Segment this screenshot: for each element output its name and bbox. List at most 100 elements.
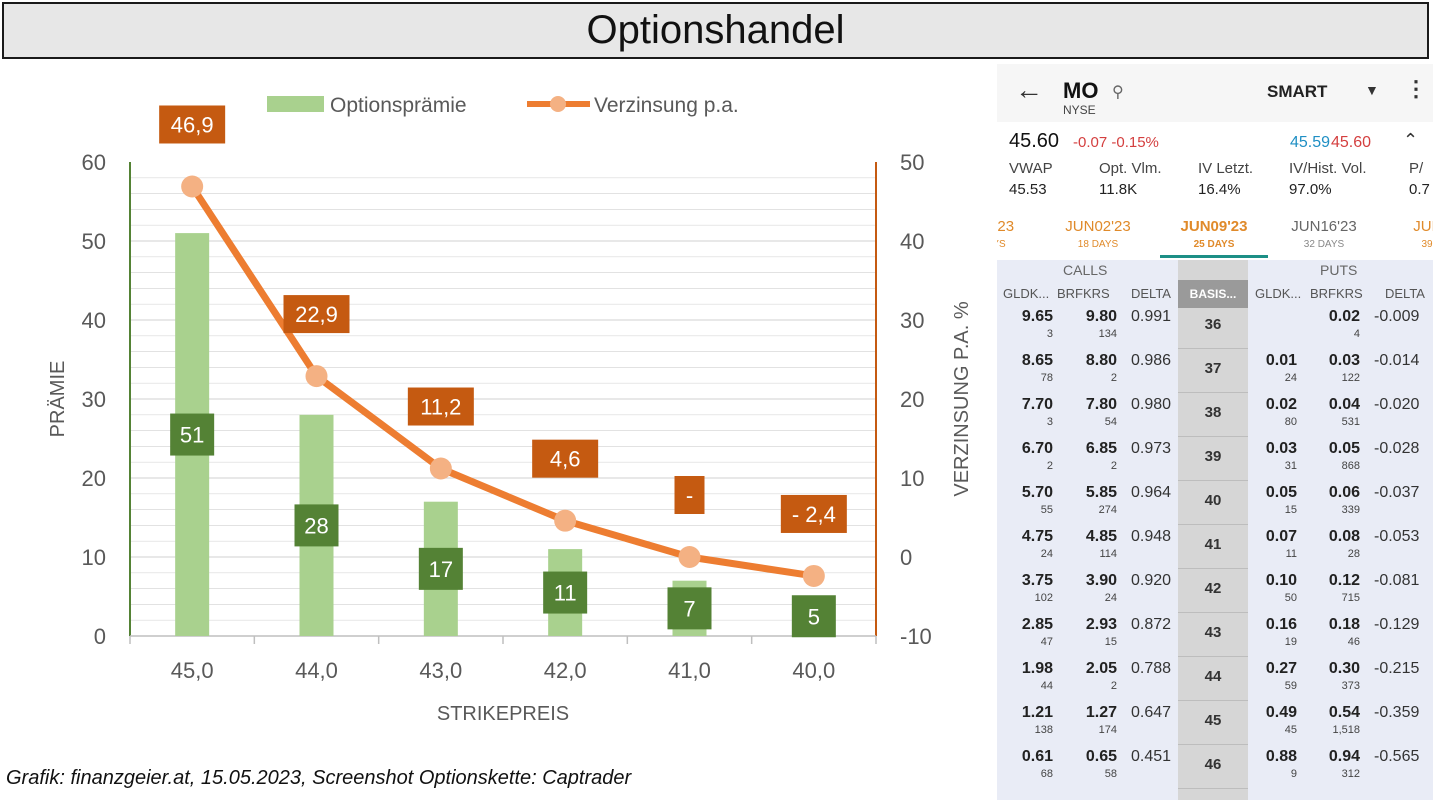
call-ask-size: 2 [1110,680,1117,692]
back-arrow-icon[interactable]: ← [1015,74,1043,105]
option-row[interactable]: 3.75 102 3.90 24 0.920 42 0.10 50 0.12 715 -0.081 [997,570,1433,614]
call-ask-size: 134 [1098,328,1117,340]
call-ask: 1.27 [1085,704,1117,721]
option-row[interactable]: 6.70 2 6.85 2 0.973 39 0.03 31 0.05 868 -0.028 [997,438,1433,482]
strike-price: 40 [1204,492,1222,509]
expiry-tab[interactable]: JUN02'23 18 DAYS [1043,218,1153,250]
call-delta: 0.964 [1131,484,1172,501]
strike-price: 37 [1204,360,1222,377]
call-bid: 6.70 [1021,440,1053,457]
option-row[interactable]: 9.65 3 9.80 134 0.991 36 0.02 4 -0.009 [997,306,1433,350]
put-delta: -0.009 [1374,308,1420,325]
exchange-label: NYSE [1063,103,1096,117]
option-row[interactable]: 2.85 47 2.93 15 0.872 43 0.16 19 0.18 46 -0.129 [997,614,1433,658]
option-row[interactable]: 5.70 55 5.85 274 0.964 40 0.05 15 0.06 339 -0.037 [997,482,1433,526]
chevron-down-icon[interactable]: ▼ [1365,82,1379,98]
bar-label: 11 [554,581,577,606]
y-tick-label: 20 [82,466,106,491]
row-divider [1178,392,1248,393]
option-row[interactable]: 1.21 138 1.27 174 0.647 45 0.49 45 0.54 1,518 -0.3… [997,702,1433,746]
put-bid-size: 9 [1290,768,1297,780]
ask-price: 45.60 [1331,134,1372,151]
expiry-tab[interactable]: JUN2 39 D [1377,218,1433,250]
call-delta-header: DELTA [1131,286,1171,301]
option-row[interactable]: 8.65 78 8.80 2 0.986 37 0.01 24 0.03 122 -0.014 [997,350,1433,394]
call-bid-size: 78 [1040,372,1053,384]
call-bid: 1.98 [1021,660,1053,677]
put-delta: -0.215 [1374,660,1420,677]
expiry-label: JUN09'23 [1180,218,1248,235]
call-bid-size: 2 [1046,460,1053,472]
call-bid: 7.70 [1021,396,1053,413]
chevron-up-icon[interactable]: ⌃ [1403,130,1419,150]
put-bid: 0.88 [1265,748,1297,765]
more-icon[interactable]: ⋮ [1405,76,1427,101]
call-ask: 6.85 [1085,440,1117,457]
stat-item: P/0.7 [1409,160,1430,198]
y2-tick-label: 0 [900,545,912,570]
call-ask-size: 274 [1098,504,1117,516]
strike-price: 36 [1204,316,1222,333]
row-divider [1178,568,1248,569]
put-ask-size: 715 [1341,592,1360,604]
option-row[interactable]: 0.61 68 0.65 58 0.451 46 0.88 9 0.94 312 -0.565 [997,746,1433,790]
put-ask-size: 122 [1341,372,1360,384]
expiry-tab[interactable]: JUN16'23 32 DAYS [1269,218,1379,250]
put-ask: 0.02 [1328,308,1360,325]
call-ask-size: 174 [1098,724,1117,736]
y-tick-label: 30 [82,387,106,412]
call-delta: 0.986 [1131,352,1172,369]
put-bid: 0.07 [1265,528,1297,545]
put-ask: 0.12 [1328,572,1360,589]
call-bid-size: 138 [1034,724,1053,736]
line-label-box [283,295,350,334]
line-label-box [532,439,599,478]
bar-label: 28 [304,513,328,538]
route-selector[interactable]: SMART [1267,82,1328,101]
row-divider [1178,480,1248,481]
call-bid-size: 3 [1046,416,1053,428]
call-bid: 1.21 [1021,704,1053,721]
y2-tick-label: 30 [900,308,924,333]
option-row[interactable]: 1.98 44 2.05 2 0.788 44 0.27 59 0.30 373 -0.215 [997,658,1433,702]
put-delta: -0.014 [1374,352,1420,369]
y2-tick-label: 50 [900,150,924,175]
call-bid: 8.65 [1021,352,1053,369]
put-bid-size: 15 [1284,504,1297,516]
line-point [802,564,825,587]
call-bid: 4.75 [1021,528,1053,545]
option-chain-screenshot: ← MO ⚲ NYSE SMART ▼ ⋮ 45.60 -0.07 -0.15%… [997,64,1433,800]
expiry-days: 39 D [1421,239,1433,250]
put-bid: 0.05 [1265,484,1297,501]
stat-value: 0.7 [1409,181,1430,198]
bar-label-box [791,595,836,638]
stat-item: IV Letzt. 16.4% [1198,160,1253,198]
search-icon[interactable]: ⚲ [1112,84,1124,101]
call-delta: 0.973 [1131,440,1172,457]
put-ask: 0.30 [1328,660,1360,677]
bar-label: 7 [683,596,695,621]
line-point [181,175,204,198]
put-bid: 0.10 [1265,572,1297,589]
put-ask-size: 373 [1341,680,1360,692]
put-ask-size: 4 [1353,328,1360,340]
put-ask: 0.18 [1328,616,1360,633]
bar-label-box [294,504,339,547]
put-delta: -0.565 [1374,748,1420,765]
expiry-days: 32 DAYS [1303,239,1345,250]
option-row[interactable]: 4.75 24 4.85 114 0.948 41 0.07 11 0.08 28 -0.053 [997,526,1433,570]
expiry-tab[interactable]: 26'23 AYS [997,218,1051,250]
put-ask-size: 46 [1347,636,1360,648]
call-bid-size: 3 [1046,328,1053,340]
put-delta: -0.037 [1374,484,1420,501]
strike-price: 45 [1204,712,1222,729]
y2-tick-label: -10 [900,624,932,649]
put-delta: -0.129 [1374,616,1420,633]
call-bid-size: 68 [1040,768,1053,780]
option-row[interactable]: 7.70 3 7.80 54 0.980 38 0.02 80 0.04 531 -0.020 [997,394,1433,438]
put-delta: -0.359 [1374,704,1420,721]
y-tick-label: 60 [82,150,106,175]
expiry-tab[interactable]: JUN09'23 25 DAYS [1159,218,1269,250]
row-divider [1178,612,1248,613]
put-ask: 0.06 [1328,484,1360,501]
